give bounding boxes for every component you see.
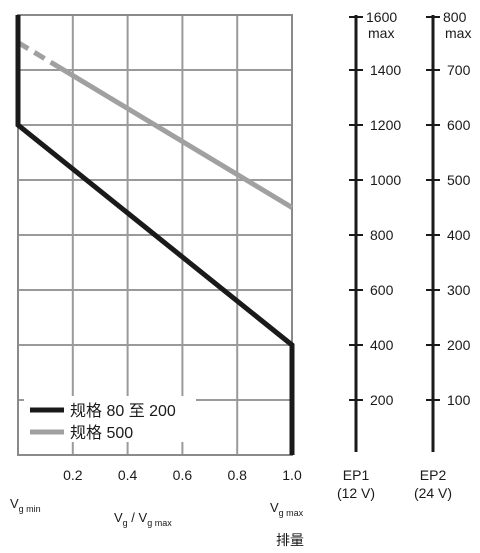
- vg-max-sub: g max: [279, 508, 304, 518]
- ep1-tick-label: 400: [370, 337, 394, 353]
- ep1-tick-label: 600: [370, 282, 394, 298]
- plot-frame: [17, 14, 293, 456]
- series-lines: [15, 15, 295, 455]
- x-tick-label: 0.8: [227, 467, 247, 483]
- ep2-tick-label: 700: [447, 62, 471, 78]
- ep2-tick-label: 500: [447, 172, 471, 188]
- ratio-sub2: g max: [147, 518, 172, 528]
- ep2-top-sub: max: [445, 25, 471, 41]
- ep1-tick-label: 1400: [370, 62, 401, 78]
- ep1-tick-label: 1000: [370, 172, 401, 188]
- ep2-name: EP2: [420, 467, 447, 483]
- ratio-sep: / V: [128, 510, 148, 525]
- ep2-tick-label: 300: [447, 282, 471, 298]
- ep2-tick-label: 100: [447, 392, 471, 408]
- x-tick-label: 0.6: [173, 467, 193, 483]
- x-label-vg-max: Vg max: [270, 500, 304, 518]
- x-tick-label: 0.2: [63, 467, 83, 483]
- vg-max-main: V: [270, 500, 279, 515]
- ratio-sub1: g: [123, 518, 128, 528]
- x-tick-label: 1.0: [282, 467, 302, 483]
- ep1-unit: (12 V): [337, 485, 375, 501]
- vg-min-sub: g min: [19, 504, 41, 514]
- ep2-unit: (24 V): [414, 485, 452, 501]
- ep2-top-label: 800: [443, 9, 467, 25]
- ep2-tick-label: 400: [447, 227, 471, 243]
- ep2-tick-label: 600: [447, 117, 471, 133]
- ratio-v1: V: [114, 510, 123, 525]
- ep1-top-sub: max: [368, 25, 394, 41]
- x-tick-label: 0.4: [118, 467, 138, 483]
- legend-label-500: 规格 500: [70, 424, 133, 442]
- ep1-tick-label: 1200: [370, 117, 401, 133]
- ep1-tick-label: 200: [370, 392, 394, 408]
- legend-label-80-200: 规格 80 至 200: [70, 402, 176, 420]
- x-label-vg-min: Vg min: [10, 496, 41, 514]
- series-line-500-dashed: [16, 40, 59, 69]
- vg-min-main: V: [10, 496, 19, 511]
- legend: 规格 80 至 200 规格 500: [24, 396, 196, 442]
- series-line-80-200: [15, 15, 295, 455]
- ep2-tick-label: 200: [447, 337, 471, 353]
- ep1-name: EP1: [343, 467, 370, 483]
- x-label-ratio: Vg / Vg max: [114, 510, 172, 528]
- ep1-tick-label: 800: [370, 227, 394, 243]
- ep1-top-label: 1600: [366, 9, 397, 25]
- x-axis-title: 排量: [276, 532, 304, 548]
- series-line-500-solid: [56, 64, 294, 210]
